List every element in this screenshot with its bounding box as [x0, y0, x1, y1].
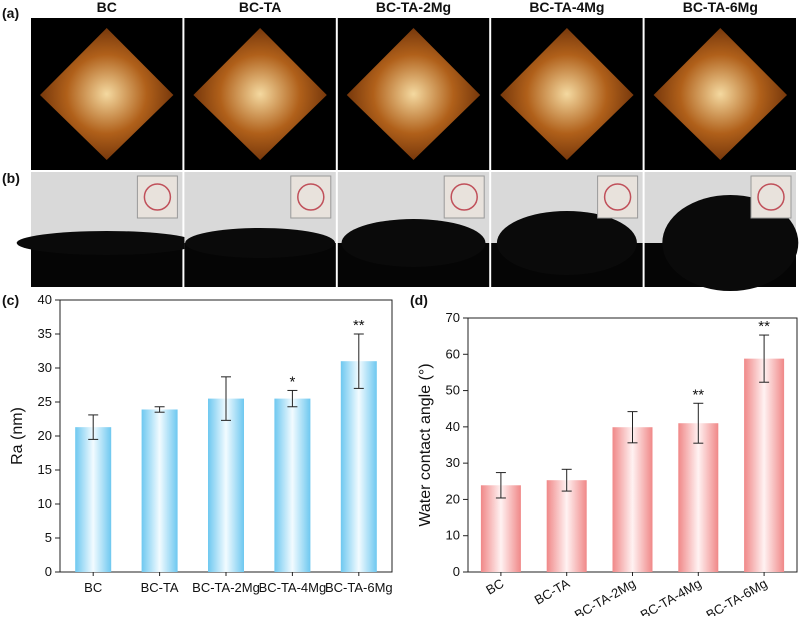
- y-tick-label: 5: [45, 530, 52, 545]
- inset-stamp: [603, 183, 632, 211]
- droplet: [16, 231, 197, 255]
- y-tick-label: 10: [38, 496, 52, 511]
- inset-photo: [597, 175, 639, 219]
- x-tick-label: BC-TA-6Mg: [325, 580, 393, 595]
- y-tick-label: 40: [38, 292, 52, 307]
- panel-label: (b): [2, 170, 20, 186]
- y-tick-label: 70: [446, 310, 460, 325]
- bar: [546, 480, 587, 572]
- y-tick-label: 10: [446, 528, 460, 543]
- x-tick-label: BC-TA-2Mg: [192, 580, 260, 595]
- bar: [744, 358, 785, 572]
- y-tick-label: 20: [446, 491, 460, 506]
- y-tick-label: 20: [38, 428, 52, 443]
- bar: [612, 427, 653, 572]
- x-tick-label: BC-TA-4Mg: [638, 576, 704, 616]
- y-tick-label: 15: [38, 462, 52, 477]
- y-tick-label: 40: [446, 419, 460, 434]
- panel-label: (c): [2, 292, 19, 308]
- inset-photo: [136, 175, 178, 219]
- inset-photo: [290, 175, 332, 219]
- column-label: BC-TA: [239, 0, 282, 15]
- significance-label: *: [289, 373, 295, 390]
- droplet: [662, 195, 799, 291]
- droplet: [496, 211, 637, 275]
- inset-stamp: [757, 183, 785, 211]
- column-label: BC-TA-4Mg: [529, 0, 604, 15]
- bar: [340, 361, 377, 572]
- bar: [678, 423, 719, 572]
- inset-stamp: [143, 183, 172, 211]
- y-tick-label: 50: [446, 383, 460, 398]
- x-tick-label: BC: [483, 576, 506, 598]
- x-tick-label: BC-TA-2Mg: [572, 576, 638, 616]
- bar: [141, 409, 178, 572]
- y-tick-label: 0: [45, 564, 52, 579]
- bar: [480, 485, 521, 572]
- panel-label: (a): [2, 5, 19, 21]
- column-label: BC-TA-2Mg: [376, 0, 451, 15]
- afm-surface: [40, 28, 174, 160]
- y-tick-label: 30: [446, 455, 460, 470]
- bar: [208, 398, 244, 572]
- significance-label: **: [353, 317, 365, 334]
- x-tick-label: BC-TA: [532, 575, 573, 607]
- afm-surface: [346, 28, 481, 160]
- y-axis-label: Ra (nm): [9, 407, 26, 465]
- y-tick-label: 60: [446, 346, 460, 361]
- significance-label: **: [758, 318, 770, 335]
- y-tick-label: 0: [453, 564, 460, 579]
- panel-label: (d): [410, 292, 428, 308]
- x-tick-label: BC-TA: [141, 580, 179, 595]
- significance-label: **: [692, 386, 704, 403]
- column-label: BC-TA-6Mg: [683, 0, 758, 15]
- inset-photo: [750, 175, 792, 219]
- droplet: [185, 228, 336, 258]
- bar: [75, 427, 112, 572]
- y-tick-label: 30: [38, 360, 52, 375]
- inset-photo: [443, 175, 485, 219]
- bar: [274, 398, 311, 572]
- x-tick-label: BC-TA-4Mg: [259, 580, 327, 595]
- y-tick-label: 35: [38, 326, 52, 341]
- photo-panels: [16, 18, 799, 291]
- y-axis-label: Water contact angle (°): [417, 363, 434, 526]
- droplet: [341, 219, 486, 267]
- afm-surface: [653, 28, 787, 160]
- x-tick-label: BC: [84, 580, 102, 595]
- inset-stamp: [297, 183, 325, 211]
- afm-surface: [500, 28, 634, 160]
- y-tick-label: 25: [38, 394, 52, 409]
- inset-stamp: [450, 183, 478, 211]
- x-tick-label: BC-TA-6Mg: [704, 576, 770, 616]
- afm-surface: [193, 28, 327, 160]
- column-label: BC: [97, 0, 117, 15]
